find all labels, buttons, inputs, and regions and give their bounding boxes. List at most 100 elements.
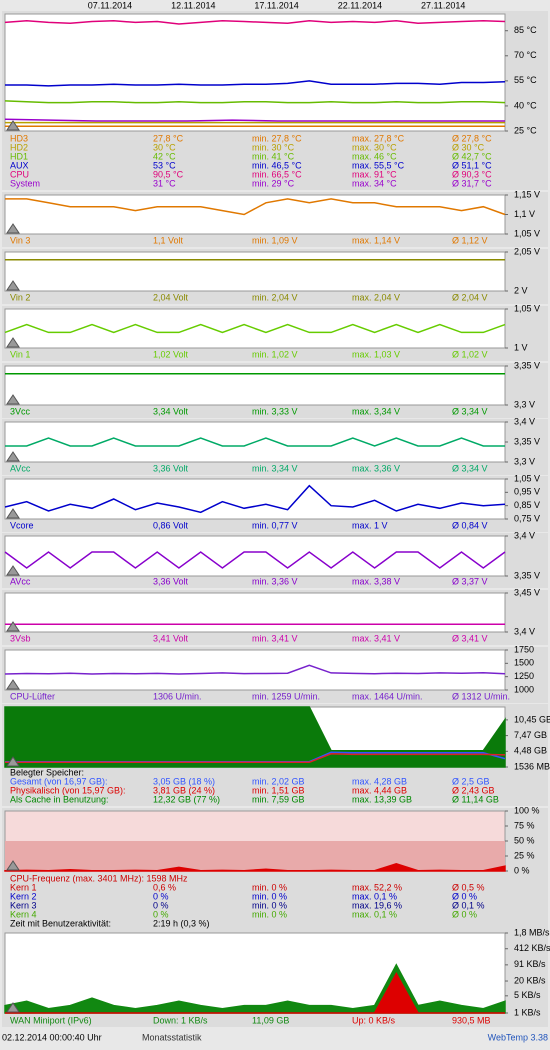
sensor-icon — [6, 451, 20, 462]
row-cell: 930,5 MB — [452, 1015, 491, 1025]
tick-label: 55 °C — [514, 75, 537, 85]
row-cell: Ø 2,43 GB — [452, 785, 495, 795]
row-cell: HD1 — [10, 151, 28, 161]
row-cell: min. 3,33 V — [252, 406, 298, 416]
tick-label: 50 % — [514, 835, 535, 845]
row-cell: Ø 0 % — [452, 909, 477, 919]
row-cell: max. 91 °C — [352, 169, 397, 179]
tick-label: 3,35 V — [514, 360, 540, 370]
tick-label: 1750 — [514, 644, 534, 654]
monthly-stats-link[interactable]: Monatsstatistik — [142, 1032, 202, 1042]
row-cell: min. 46,5 °C — [252, 160, 302, 170]
row-cell: min. 0 % — [252, 900, 287, 910]
plot-area — [4, 13, 506, 132]
date-label: 27.11.2014 — [421, 0, 465, 10]
row-cell: max. 52,2 % — [352, 882, 402, 892]
plot-area — [4, 649, 506, 691]
row-cell: 30 °C — [153, 142, 176, 152]
row-cell: max. 46 °C — [352, 151, 397, 161]
tick-label: 91 KB/s — [514, 959, 546, 969]
row-cell: 12,32 GB (77 %) — [153, 794, 220, 804]
row-cell: 0 % — [153, 891, 169, 901]
tick-label: 25 °C — [514, 125, 537, 135]
row-cell: Ø 3,34 V — [452, 406, 488, 416]
row-cell: 3Vcc — [10, 406, 31, 416]
row-cell: HD2 — [10, 142, 28, 152]
row-cell: min. 3,34 V — [252, 463, 298, 473]
plot-area — [4, 251, 506, 292]
row-cell: Ø 90,3 °C — [452, 169, 492, 179]
row-cell: Ø 1,02 V — [452, 349, 488, 359]
row-cell: Down: 1 KB/s — [153, 1015, 208, 1025]
row-cell: 2:19 h (0,3 %) — [153, 918, 210, 928]
row-cell: 53 °C — [153, 160, 176, 170]
tick-label: 1000 — [514, 684, 534, 694]
series-area — [4, 963, 506, 1014]
row-cell: 3,34 Volt — [153, 406, 189, 416]
tick-label: 70 °C — [514, 50, 537, 60]
date-label: 07.11.2014 — [88, 0, 132, 10]
tick-label: 0,85 V — [514, 500, 540, 510]
tick-label: 1,05 V — [514, 473, 540, 483]
row-cell: 27,8 °C — [153, 133, 184, 143]
row-cell: min. 0,77 V — [252, 520, 298, 530]
tick-label: 1 V — [514, 342, 528, 352]
row-cell: min. 0 % — [252, 891, 287, 901]
row-cell: max. 30 °C — [352, 142, 397, 152]
tick-label: 0,95 V — [514, 487, 540, 497]
row-cell: max. 3,34 V — [352, 406, 400, 416]
tick-label: 5 KB/s — [514, 990, 541, 1000]
row-cell: Up: 0 KB/s — [352, 1015, 396, 1025]
row-cell: Ø 11,14 GB — [452, 794, 499, 804]
row-cell: min. 0 % — [252, 909, 287, 919]
row-cell: 3,41 Volt — [153, 633, 189, 643]
row-cell: AVcc — [10, 463, 31, 473]
row-cell: max. 2,04 V — [352, 292, 400, 302]
row-cell: Ø 0,84 V — [452, 520, 488, 530]
row-cell: max. 55,5 °C — [352, 160, 405, 170]
row-cell: min. 7,59 GB — [252, 794, 305, 804]
tick-label: 1536 MB — [514, 761, 550, 771]
row-cell: min. 66,5 °C — [252, 169, 302, 179]
row-cell: Ø 30 °C — [452, 142, 485, 152]
row-cell: Ø 1,12 V — [452, 235, 488, 245]
row-cell: CPU-Frequenz (max. 3401 MHz): 1598 MHz — [10, 873, 188, 883]
row-cell: Ø 42,7 °C — [452, 151, 492, 161]
row-cell: Zeit mit Benutzeraktivität: — [10, 918, 111, 928]
row-cell: HD3 — [10, 133, 28, 143]
tick-label: 3,4 V — [514, 530, 535, 540]
tick-label: 75 % — [514, 820, 535, 830]
row-cell: AVcc — [10, 576, 31, 586]
row-cell: min. 3,41 V — [252, 633, 298, 643]
row-cell: CPU-Lüfter — [10, 691, 55, 701]
series-line — [4, 19, 506, 25]
sensor-icon — [6, 756, 20, 767]
tick-label: 0,75 V — [514, 513, 540, 523]
row-cell: max. 3,38 V — [352, 576, 400, 586]
row-cell: 31 °C — [153, 178, 176, 188]
row-cell: 3Vsb — [10, 633, 31, 643]
sensor-icon — [6, 621, 20, 632]
tick-label: 2 V — [514, 285, 528, 295]
row-cell: System — [10, 178, 40, 188]
row-cell: Ø 31,7 °C — [452, 178, 492, 188]
row-cell: Ø 3,37 V — [452, 576, 488, 586]
tick-label: 3,4 V — [514, 626, 535, 636]
row-cell: Kern 2 — [10, 891, 37, 901]
row-cell: max. 3,36 V — [352, 463, 400, 473]
tick-label: 3,3 V — [514, 399, 535, 409]
version[interactable]: WebTemp 3.38 — [488, 1032, 548, 1042]
row-cell: 1,1 Volt — [153, 235, 184, 245]
row-cell: min. 0 % — [252, 882, 287, 892]
tick-label: 1 KB/s — [514, 1007, 541, 1017]
row-cell: min. 29 °C — [252, 178, 295, 188]
tick-label: 85 °C — [514, 25, 537, 35]
tick-label: 3,3 V — [514, 456, 535, 466]
plot-area — [4, 308, 506, 349]
row-cell: max. 34 °C — [352, 178, 397, 188]
plot-area — [4, 194, 506, 235]
row-cell: Belegter Speicher: — [10, 767, 84, 777]
plot-area — [4, 535, 506, 577]
row-cell: 0 % — [153, 900, 169, 910]
